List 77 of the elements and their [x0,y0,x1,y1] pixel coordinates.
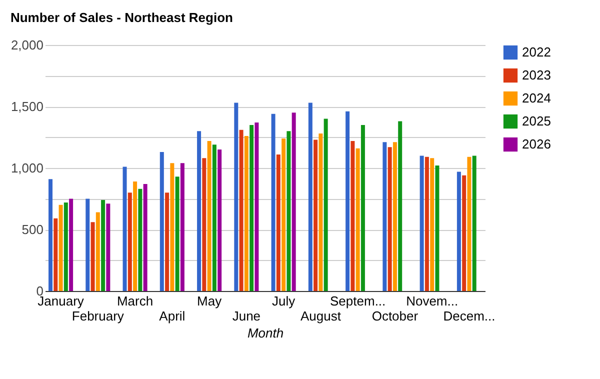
bar [106,204,110,291]
y-tick-label: 1,500 [10,99,44,114]
bar [122,166,127,291]
x-tick-label: March [116,294,154,308]
bar [207,140,212,291]
bar [138,188,142,291]
bar [356,148,360,291]
legend-label: 2025 [522,114,551,128]
bar [276,154,280,291]
bar [308,102,312,291]
bar [318,134,323,291]
bar [170,163,174,291]
bar [244,136,248,291]
bar [48,179,53,291]
bar [292,112,296,291]
bar [96,212,100,291]
x-tick-label: June [232,308,261,324]
legend-label: 2022 [522,44,551,60]
bar [324,118,328,291]
bar [254,122,259,291]
bar [101,200,106,291]
bar [398,121,402,291]
x-tick-label: April [159,308,186,324]
bar [58,204,63,291]
bar [175,176,180,291]
bar [282,138,286,291]
bar [218,150,222,291]
x-tick-label: Decem... [443,308,496,324]
bar [143,184,148,291]
bar [430,158,434,291]
x-tick-label: Novem... [406,294,458,308]
bar [360,124,365,291]
bar [286,131,291,291]
legend-label: 2026 [522,136,551,152]
bar [165,192,170,291]
bar [197,131,202,291]
x-tick-label: October [372,308,419,324]
bar [388,147,392,291]
x-axis-title: Month [247,326,284,340]
bar [202,158,206,291]
x-tick-label: July [272,294,296,308]
bar [346,111,350,291]
bar [250,124,254,291]
bar [212,144,216,291]
bar [234,102,238,291]
bar [392,142,397,291]
bar [271,114,276,291]
bar [467,156,472,291]
bar [456,172,461,291]
bar [64,202,68,291]
bar [133,182,138,291]
legend-label: 2024 [522,90,551,106]
x-tick-label: February [72,308,124,324]
x-tick-label: May [197,294,222,308]
y-tick-label: 2,000 [10,38,44,52]
bar [160,152,164,291]
bar [128,192,132,291]
bar [54,218,58,291]
bar [239,130,244,291]
bar [420,156,424,291]
bar [69,198,74,291]
bar [86,198,90,291]
legend-label: 2023 [522,68,551,82]
bar [90,222,95,291]
bar [382,142,387,291]
x-tick-label: August [300,308,342,324]
bar [350,140,355,291]
bar [472,156,476,291]
bar [180,163,184,291]
bar [424,156,429,291]
bar [314,140,318,291]
x-tick-label: Septem... [330,294,386,308]
y-tick-label: 1,000 [10,160,44,176]
bar [462,175,466,291]
chart-title: Number of Sales - Northeast Region [10,10,234,25]
bar [435,166,440,291]
y-tick-label: 500 [22,222,44,237]
